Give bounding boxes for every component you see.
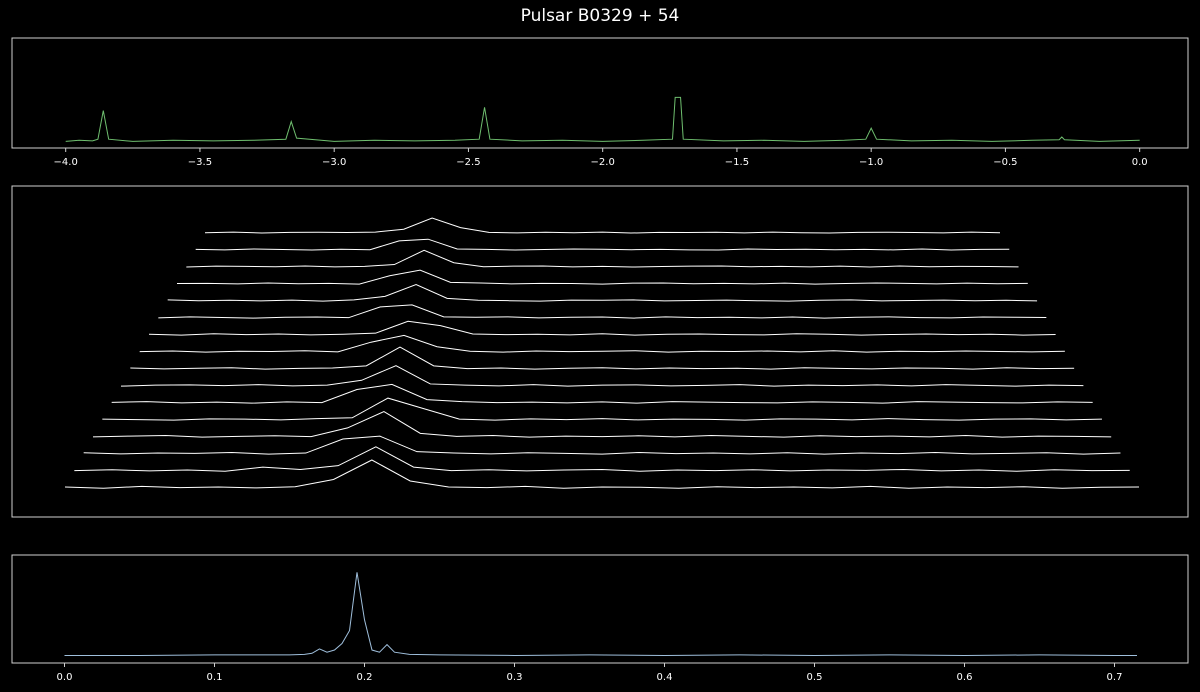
ridge-line — [167, 283, 1038, 302]
ridge-line — [204, 217, 1001, 234]
ridge-line — [176, 269, 1028, 285]
ridge-line — [64, 459, 1140, 489]
ridge-line — [74, 446, 1130, 472]
ridge-mask — [139, 335, 1065, 358]
ridge-line — [111, 383, 1093, 404]
ridge-line — [195, 238, 1010, 251]
ridge-mask — [195, 239, 1010, 256]
x-tick-label: −3.5 — [188, 157, 212, 168]
ridge-line — [120, 365, 1084, 387]
ridge-line — [102, 397, 1102, 421]
axes-frame — [11, 554, 1189, 664]
x-tick-label: 0.4 — [657, 672, 673, 683]
ridge-line — [148, 320, 1056, 336]
ridge-mask — [93, 411, 1112, 443]
ridge-mask — [65, 460, 1139, 494]
ridge-mask — [186, 250, 1019, 273]
x-tick-label: −2.0 — [591, 157, 615, 168]
ridge-line — [130, 346, 1075, 370]
ridge-line — [158, 304, 1047, 319]
x-tick-label: −2.5 — [456, 157, 480, 168]
ridge-line — [83, 435, 1121, 455]
x-tick-label: 0.1 — [207, 672, 223, 683]
data-line — [65, 96, 1140, 142]
x-tick-label: 0.0 — [57, 672, 73, 683]
ridge-mask — [158, 304, 1047, 324]
ridge-mask — [74, 446, 1130, 477]
x-tick-label: −1.5 — [725, 157, 749, 168]
x-tick-label: 0.6 — [957, 672, 973, 683]
ridge-mask — [121, 365, 1084, 392]
x-tick-label: −3.0 — [322, 157, 346, 168]
ridge-line — [139, 334, 1065, 353]
x-tick-label: −0.5 — [993, 157, 1017, 168]
ridge-line — [92, 411, 1112, 438]
ridge-mask — [83, 436, 1121, 460]
ridge-mask — [130, 347, 1075, 375]
x-tick-label: 0.0 — [1132, 157, 1148, 168]
x-tick-label: 0.3 — [507, 672, 523, 683]
x-tick-label: 0.2 — [357, 672, 373, 683]
figure-title: Pulsar B0329 + 54 — [521, 6, 680, 26]
ridge-mask — [167, 284, 1038, 307]
data-line — [64, 572, 1137, 656]
axes-frame — [11, 185, 1189, 518]
x-tick-label: 0.7 — [1107, 672, 1123, 683]
x-tick-label: −1.0 — [859, 157, 883, 168]
ridge-mask — [102, 398, 1102, 426]
ridge-line — [186, 249, 1019, 268]
x-tick-label: 0.5 — [807, 672, 823, 683]
axes-frame — [11, 37, 1189, 149]
ridge-mask — [149, 321, 1056, 341]
x-tick-label: −4.0 — [54, 157, 78, 168]
